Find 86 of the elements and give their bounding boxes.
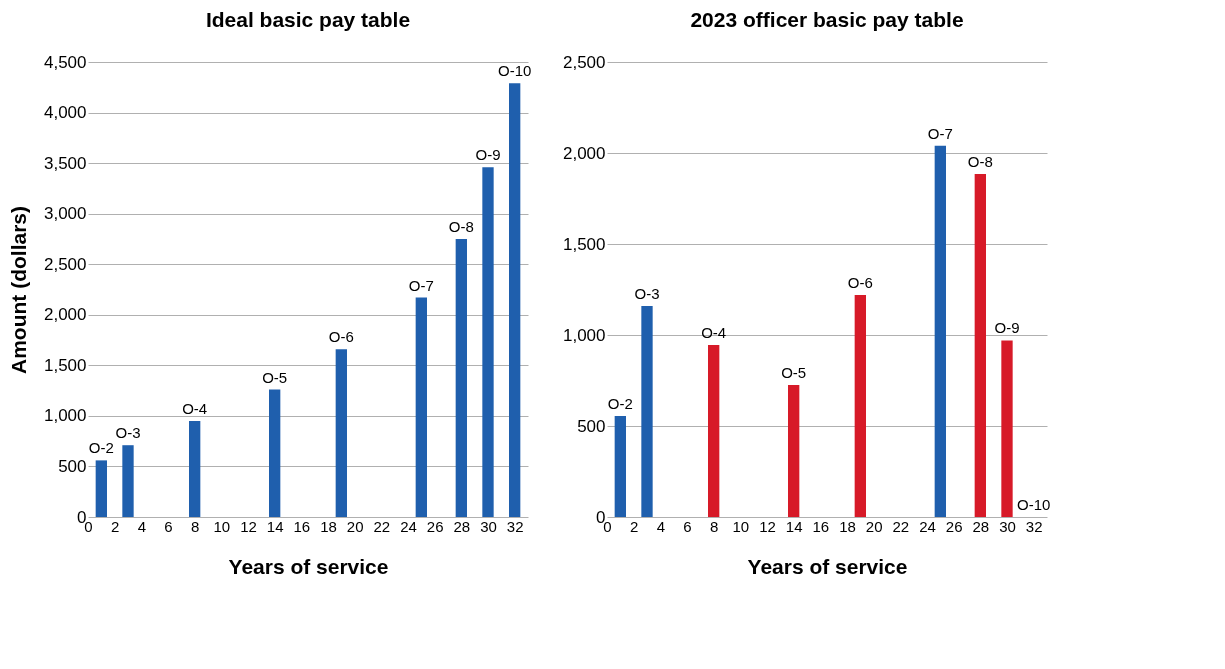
- x-tick-label: 20: [865, 517, 883, 535]
- x-tick-label: 32: [1025, 517, 1043, 535]
- x-tick-label: 16: [293, 517, 311, 535]
- bar: [415, 297, 427, 517]
- x-tick-label: 20: [346, 517, 364, 535]
- chart-title: 2023 officer basic pay table: [690, 8, 964, 31]
- bar: [934, 145, 946, 517]
- y-tick-label: 1,000: [43, 406, 87, 426]
- x-tick-label: 32: [506, 517, 524, 535]
- bar: [455, 238, 467, 517]
- x-tick-label: 6: [683, 517, 692, 535]
- bar: [854, 294, 866, 517]
- data-label: O-3: [115, 424, 141, 442]
- x-tick-label: 2: [110, 517, 120, 535]
- data-label: O-10: [1016, 496, 1051, 513]
- data-label: O-7: [408, 276, 434, 294]
- x-tick-label: 28: [453, 517, 471, 535]
- bar: [95, 460, 107, 517]
- bar: [122, 445, 134, 517]
- x-tick-label: 6: [164, 517, 173, 535]
- bar: [974, 173, 986, 517]
- x-axis-title: Years of service: [228, 554, 389, 578]
- x-tick-label: 12: [759, 517, 776, 535]
- y-tick-label: 2,500: [562, 52, 606, 72]
- x-tick-label: 16: [812, 517, 830, 535]
- x-tick-label: 24: [400, 517, 417, 535]
- x-tick-label: 28: [972, 517, 990, 535]
- data-label: O-5: [781, 364, 807, 382]
- x-axis-title: Years of service: [747, 554, 908, 578]
- x-tick-label: 8: [709, 517, 719, 535]
- y-tick-label: 1,500: [43, 355, 87, 375]
- y-tick-label: 2,500: [43, 254, 87, 274]
- y-tick-label: 2,000: [562, 143, 606, 163]
- x-tick-label: 12: [240, 517, 257, 535]
- x-tick-label: 18: [320, 517, 337, 535]
- x-tick-label: 14: [785, 517, 803, 535]
- x-tick-label: 30: [480, 517, 497, 535]
- y-tick-label: 4,500: [43, 52, 87, 72]
- x-tick-label: 26: [426, 517, 444, 535]
- chart-title: Ideal basic pay table: [205, 8, 411, 31]
- y-tick-label: 3,500: [43, 153, 87, 173]
- bar: [189, 420, 201, 517]
- y-tick-label: 500: [577, 416, 606, 436]
- x-tick-label: 22: [892, 517, 910, 535]
- x-tick-label: 14: [266, 517, 284, 535]
- data-label: O-4: [701, 324, 727, 342]
- y-tick-label: 500: [58, 456, 87, 476]
- data-label: O-5: [262, 368, 288, 386]
- data-label: O-3: [634, 284, 660, 302]
- x-tick-label: 22: [373, 517, 391, 535]
- data-label: O-9: [475, 146, 501, 164]
- bar: [509, 83, 521, 517]
- bar: [482, 167, 494, 517]
- data-label: O-9: [994, 319, 1020, 337]
- data-label: O-8: [967, 152, 993, 170]
- data-label: O-6: [328, 328, 354, 346]
- data-label: O-2: [607, 394, 633, 412]
- x-tick-label: 10: [732, 517, 750, 535]
- bar: [708, 345, 720, 517]
- x-tick-label: 30: [999, 517, 1016, 535]
- x-tick-label: 8: [190, 517, 200, 535]
- data-label: O-10: [497, 62, 532, 80]
- bar: [614, 415, 626, 517]
- bar: [335, 349, 347, 517]
- y-tick-label: 4,000: [43, 103, 87, 123]
- bar: [641, 305, 653, 517]
- x-tick-label: 2: [629, 517, 639, 535]
- bar: [788, 385, 800, 517]
- x-tick-label: 4: [137, 517, 147, 535]
- data-label: O-6: [847, 273, 873, 291]
- data-label: O-4: [182, 399, 208, 417]
- data-label: O-8: [448, 217, 474, 235]
- x-tick-label: 26: [945, 517, 963, 535]
- y-axis-title: Amount (dollars): [6, 206, 30, 374]
- x-tick-label: 10: [213, 517, 231, 535]
- y-tick-label: 1,000: [562, 325, 606, 345]
- y-tick-label: 1,500: [562, 234, 606, 254]
- x-tick-label: 18: [839, 517, 856, 535]
- y-tick-label: 2,000: [43, 305, 87, 325]
- data-label: O-2: [88, 439, 114, 457]
- x-tick-label: 24: [919, 517, 936, 535]
- y-tick-label: 3,000: [43, 204, 87, 224]
- bar: [1001, 340, 1013, 517]
- bar: [269, 389, 281, 517]
- x-tick-label: 4: [656, 517, 666, 535]
- data-label: O-7: [927, 124, 953, 142]
